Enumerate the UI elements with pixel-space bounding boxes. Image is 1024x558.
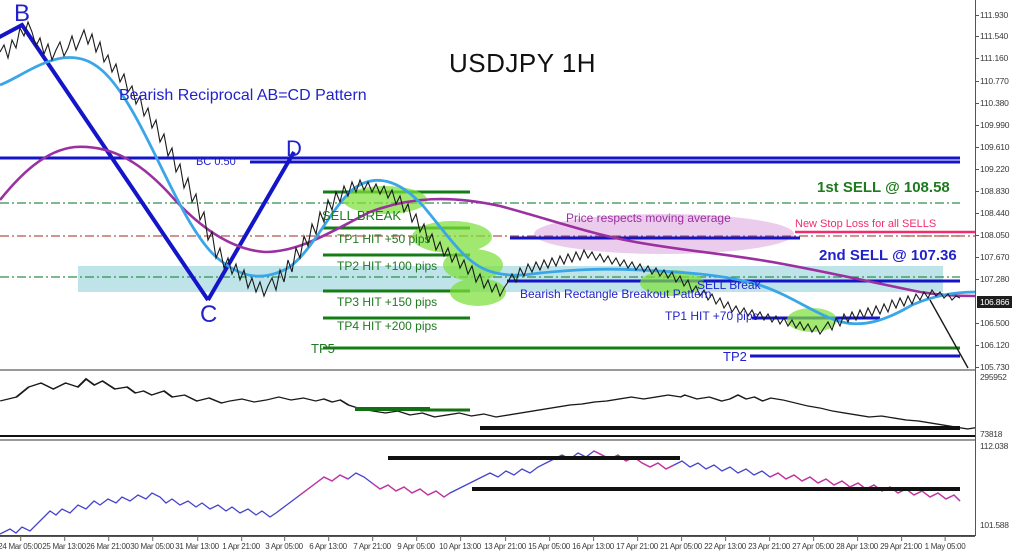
price-respects-ma-label: Price respects moving average — [566, 211, 731, 225]
bc-ratio-label: BC 0.50 — [196, 156, 236, 168]
price-tick: 111.540 — [975, 31, 1009, 41]
indicator-panel-2[interactable] — [0, 439, 975, 536]
point-c-label: C — [200, 301, 218, 328]
price-tick: 109.610 — [975, 142, 1010, 152]
current-price-badge: 106.866 — [977, 296, 1013, 308]
time-tick: 29 Apr 21:00 — [880, 536, 922, 551]
time-tick: 13 Apr 21:00 — [484, 536, 526, 551]
time-tick: 27 Apr 05:00 — [792, 536, 834, 551]
indicator2-high-value: 112.038 — [980, 441, 1008, 451]
time-tick: 7 Apr 21:00 — [353, 536, 391, 551]
time-tick: 10 Apr 13:00 — [439, 536, 481, 551]
tp1-label: TP1 HIT +50 pips — [337, 232, 431, 246]
new-stop-loss-label: New Stop Loss for all SELLS — [795, 218, 937, 230]
time-tick: 9 Apr 05:00 — [397, 536, 435, 551]
time-tick: 23 Apr 21:00 — [748, 536, 790, 551]
indicator1-top-value: 295952 — [980, 372, 1007, 382]
point-d-label: D — [286, 136, 302, 161]
indicator2-top-value: 73818 — [980, 429, 1003, 439]
price-tick: 109.990 — [975, 120, 1010, 130]
tp1-second-label: TP1 HIT +70 pips — [665, 309, 759, 323]
time-tick: 1 May 05:00 — [924, 536, 966, 551]
time-tick: 1 Apr 21:00 — [222, 536, 260, 551]
price-tick: 110.770 — [976, 76, 1009, 86]
time-tick: 3 Apr 05:00 — [265, 536, 303, 551]
time-tick: 25 Mar 13:00 — [42, 536, 86, 551]
indicator-panel-1[interactable] — [0, 369, 1005, 437]
price-tick: 111.160 — [975, 53, 1009, 63]
indicator2-low-value: 101.588 — [980, 520, 1009, 530]
tp2-second-label: TP2 — [723, 349, 747, 364]
page-title: USDJPY 1H — [449, 48, 597, 78]
price-tick: 111.930 — [975, 10, 1009, 20]
time-tick: 31 Mar 13:00 — [175, 536, 219, 551]
price-tick: 109.220 — [975, 164, 1010, 174]
time-tick: 24 Mar 05:00 — [0, 536, 42, 551]
time-tick: 22 Apr 13:00 — [704, 536, 746, 551]
point-b-label: B — [14, 0, 31, 27]
second-sell-label: 2nd SELL @ 107.36 — [819, 247, 957, 264]
time-tick: 26 Mar 21:00 — [86, 536, 130, 551]
tp2-label: TP2 HIT +100 pips — [337, 259, 438, 273]
pattern-label-abcd: Bearish Reciprocal AB=CD Pattern — [119, 87, 367, 104]
price-levels-overlay — [0, 20, 976, 369]
tp4-label: TP4 HIT +200 pips — [337, 319, 438, 333]
time-tick: 28 Apr 13:00 — [836, 536, 878, 551]
rect-breakout-label: Bearish Rectangle Breakout Pattern — [520, 287, 712, 301]
time-tick: 15 Apr 05:00 — [528, 536, 570, 551]
price-tick: 108.830 — [975, 186, 1010, 196]
time-tick: 17 Apr 21:00 — [616, 536, 658, 551]
time-tick: 30 Mar 05:00 — [130, 536, 174, 551]
price-tick: 106.500 — [975, 318, 1010, 328]
sell-break-2-label: SELL Break — [697, 278, 761, 292]
time-tick: 16 Apr 13:00 — [572, 536, 614, 551]
tp5-label: TP5 — [311, 341, 335, 356]
price-axis[interactable]: 111.930 111.540 111.160 110.770 110.380 … — [975, 0, 1024, 536]
price-tick: 107.670 — [975, 252, 1010, 262]
indicator1-overlay — [0, 377, 1005, 430]
price-tick: 107.280 — [975, 274, 1010, 284]
indicator2-overlay — [0, 450, 961, 535]
tp3-label: TP3 HIT +150 pips — [337, 295, 438, 309]
price-tick: 106.120 — [975, 340, 1010, 350]
price-tick: 108.050 — [975, 230, 1010, 240]
time-tick: 21 Apr 05:00 — [660, 536, 702, 551]
sell-break-label: SELL BREAK — [322, 208, 402, 223]
first-sell-label: 1st SELL @ 108.58 — [817, 179, 950, 196]
price-tick: 108.440 — [975, 208, 1010, 218]
price-tick: 110.380 — [976, 98, 1009, 108]
price-tick: 105.730 — [975, 362, 1010, 372]
price-chart-panel[interactable]: USDJPY 1H B C D Bearish Reciprocal AB=CD… — [0, 0, 976, 369]
time-tick: 6 Apr 13:00 — [309, 536, 347, 551]
time-axis[interactable]: 24 Mar 05:00 25 Mar 13:00 26 Mar 21:00 3… — [0, 536, 975, 558]
